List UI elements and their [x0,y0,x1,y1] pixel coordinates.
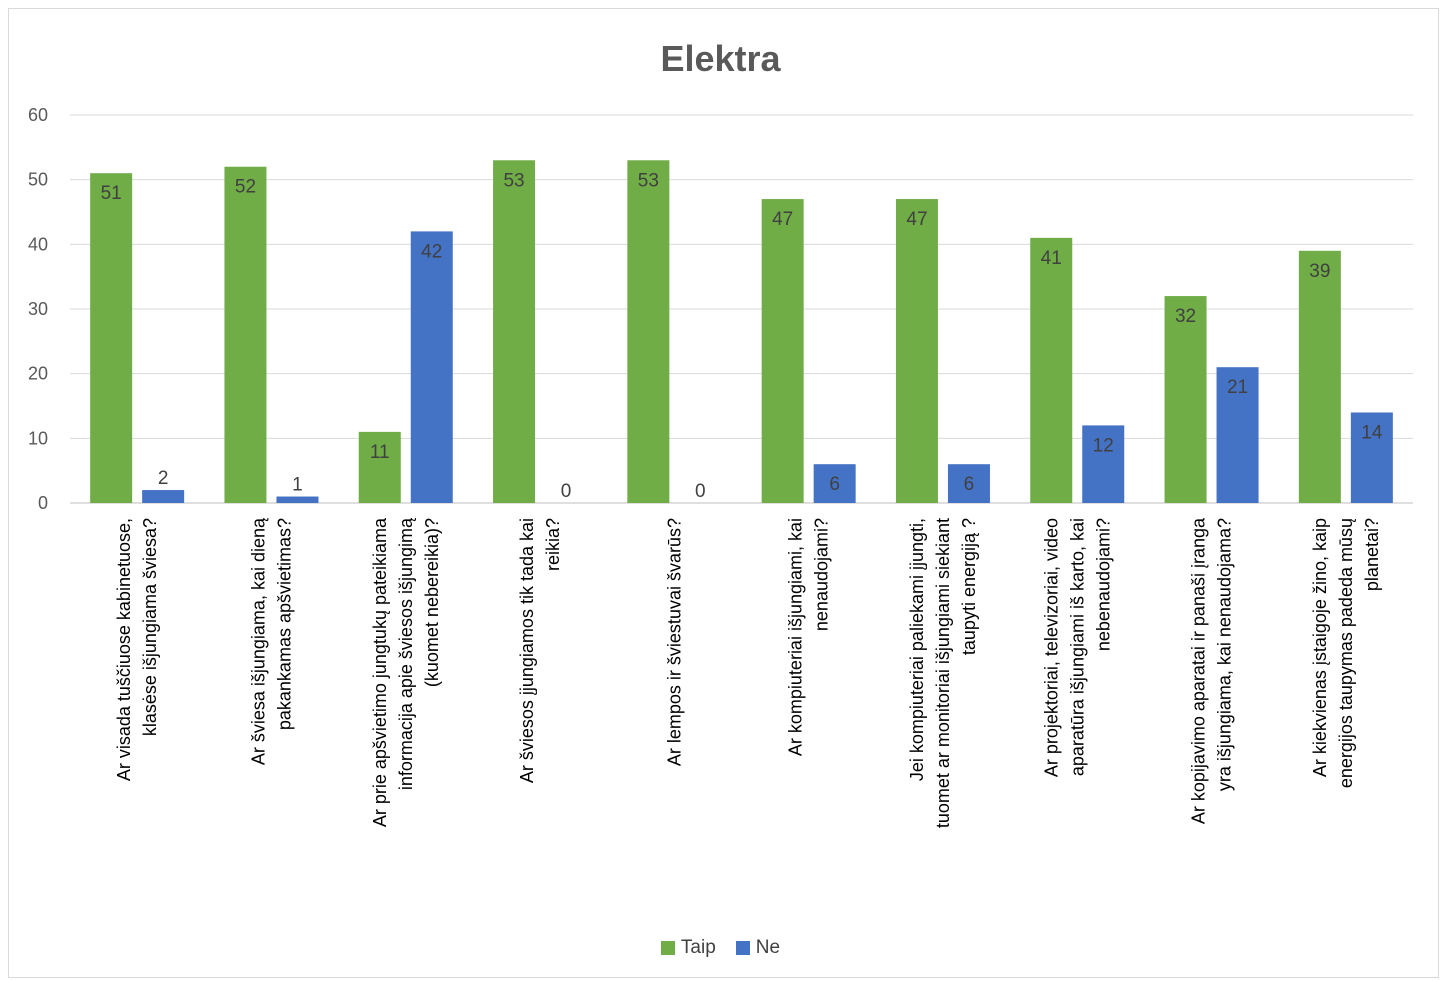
bar-taip [761,199,804,504]
data-label: 6 [964,474,975,495]
category-label: Ar šviesos įjungiamos tik tada kai reikia… [517,518,563,783]
bar-taip [627,160,670,503]
category-label: Ar visada tuščiuose kabinetuose, klasėse … [114,518,160,781]
category-label-line: tuomet ar monitoriai išjungiami siekiant [933,518,953,828]
legend-label-taip: Taip [680,937,716,958]
category-label-line: Ar kopijavimo aparatai ir panaši įranga [1189,517,1209,824]
category-label-line: Ar visada tuščiuose kabinetuose, [114,518,134,781]
data-label: 6 [829,474,840,495]
category-label-line: Ar šviesos įjungiamos tik tada kai [517,518,537,783]
category-label-line: Ar šviesa išjungiama, kai dieną [248,517,268,765]
category-label: Ar projektoriai, televizoriai, video apar… [1041,518,1113,777]
y-tick-label: 40 [28,234,48,254]
data-label: 0 [561,481,572,502]
category-label: Ar kiekvienas įstaigoje žino, kaip energi… [1310,518,1382,788]
data-label: 32 [1175,306,1196,327]
category-label: Ar šviesa išjungiama, kai dieną pakankama… [248,517,294,765]
data-label: 1 [292,475,303,496]
category-label-line: nenaudojami? [812,518,832,631]
data-label: 0 [695,481,706,502]
legend-swatch-taip [660,941,675,955]
category-label: Ar prie apšvietimo jungtukų pateikiama in… [370,517,442,827]
bar-ne [410,231,453,503]
bar-taip [90,173,133,503]
category-label-line: (kuomet nebereikia)? [422,518,442,687]
data-label: 2 [158,468,169,489]
data-label: 11 [370,442,390,463]
data-label: 47 [906,209,927,230]
category-label-line: aparatūra išjungiami iš karto, kai [1067,518,1087,776]
bar-taip [358,431,401,503]
category-label: Ar lempos ir šviestuvai švarūs? [664,518,684,766]
y-tick-label: 50 [28,170,48,190]
bar-ne [813,464,856,503]
category-label-line: Ar kiekvienas įstaigoje žino, kaip [1310,518,1330,777]
data-label: 47 [772,209,793,230]
bar-ne [947,464,990,503]
category-label-line: planetai? [1362,518,1382,591]
bar-taip [1298,250,1341,503]
bar-ne [1216,367,1259,503]
data-label: 42 [421,241,442,262]
y-tick-label: 0 [38,493,48,513]
category-label: Ar kopijavimo aparatai ir panaši įranga y… [1189,517,1235,824]
data-label: 41 [1041,248,1062,269]
data-label: 21 [1227,377,1248,398]
category-label-line: Ar kompiuteriai išjungiami, kai [786,518,806,756]
data-label: 53 [503,170,524,191]
category-label-line: pakankamas apšvietimas? [274,518,294,730]
category-label-line: yra išjungiama, kai nenaudojama? [1215,518,1235,791]
legend-label-ne: Ne [755,937,781,958]
data-label: 12 [1093,435,1114,456]
bar-taip [224,166,267,503]
data-label: 39 [1309,261,1330,282]
category-label-line: Ar prie apšvietimo jungtukų pateikiama [370,517,390,827]
bar-ne [276,496,319,503]
category-label-line: Ar lempos ir šviestuvai švarūs? [664,518,684,766]
category-label-line: informacija apie šviesos išjungimą [396,517,416,790]
bar-ne [142,490,185,503]
category-label-line: Jei kompiuteriai paliekami įjungti, [907,518,927,781]
bar-taip [1164,296,1207,503]
data-label: 52 [235,177,256,198]
legend: Taip Ne [0,937,1441,959]
bar-ne [1350,412,1393,503]
y-tick-label: 60 [28,105,48,125]
legend-swatch-ne [735,941,750,955]
category-label-line: nebenaudojami? [1093,518,1113,651]
bar-taip [895,199,938,504]
bar-ne [1082,425,1125,503]
category-label-line: taupyti energiją ? [959,518,979,655]
y-tick-label: 30 [28,299,48,319]
chart-frame [8,8,1439,978]
bar-taip [1030,237,1073,503]
category-label-line: Ar projektoriai, televizoriai, video [1041,518,1061,777]
data-label: 53 [638,170,659,191]
category-label-line: klasėse išjungiama šviesa? [140,518,160,736]
data-label: 14 [1361,422,1383,443]
y-tick-label: 20 [28,364,48,384]
legend-item-taip: Taip [660,937,716,959]
legend-item-ne: Ne [735,937,781,959]
category-label: Jei kompiuteriai paliekami įjungti, tuome… [907,518,979,828]
category-label-line: energijos taupymas padeda mūsų [1336,518,1356,788]
bar-taip [493,160,536,503]
category-label: Ar kompiuteriai išjungiami, kai nenaudoja… [786,518,832,756]
chart-title: Elektra [660,38,781,79]
data-label: 51 [101,183,122,204]
category-label-line: reikia? [543,518,563,571]
y-tick-label: 10 [28,428,48,448]
